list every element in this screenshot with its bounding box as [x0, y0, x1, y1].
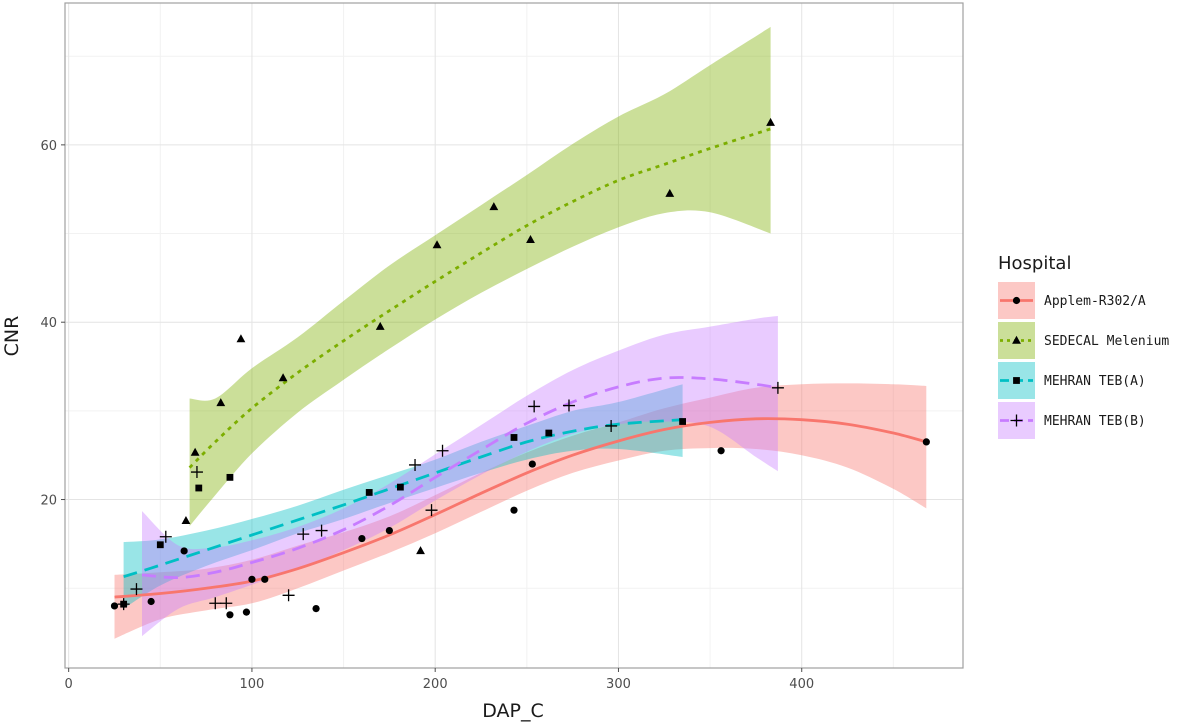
mehran-teb-b-point [605, 419, 618, 432]
mehran-teb-a-point [396, 483, 404, 491]
sedecal-melenium-confidence-band [189, 26, 771, 527]
mehran-teb-b-point [436, 444, 449, 457]
sedecal-melenium-legend-label: SEDECAL Melenium [1044, 334, 1169, 349]
sedecal-melenium-point [665, 188, 675, 197]
sedecal-melenium-point [416, 546, 425, 555]
y-tick-label: 20 [40, 494, 57, 509]
mehran-teb-b-point [282, 589, 295, 602]
mehran-teb-a-point [545, 429, 553, 437]
sedecal-melenium-legend-marker [1012, 335, 1021, 344]
data-points [110, 117, 930, 619]
sedecal-melenium-point [278, 373, 288, 382]
y-tick-label: 40 [40, 316, 57, 331]
mehran-teb-b-point [117, 598, 130, 611]
applem-r302-a-point [717, 447, 725, 455]
mehran-teb-b-point [562, 399, 575, 412]
sedecal-melenium-point [216, 398, 226, 407]
mehran-teb-b-legend-marker [1010, 414, 1023, 427]
mehran-teb-b-point [220, 597, 233, 610]
mehran-teb-b-point [528, 400, 541, 413]
mehran-teb-b-point [209, 597, 222, 610]
mehran-teb-a-point [510, 434, 518, 441]
mehran-teb-a-point [365, 489, 373, 496]
applem-r302-a-point [226, 611, 234, 619]
applem-r302-a-point [510, 506, 518, 514]
sedecal-melenium-point [236, 334, 246, 343]
applem-r302-a-point [147, 597, 155, 606]
mehran-teb-a-point [195, 484, 203, 492]
x-axis-ticks: 0 100 200 300 400 [65, 668, 814, 692]
mehran-teb-b-fit-line [141, 376, 779, 580]
mehran-teb-b-legend-label: MEHRAN TEB(B) [1044, 414, 1146, 429]
x-tick-label: 0 [65, 677, 73, 692]
sedecal-melenium-point [190, 447, 200, 456]
mehran-teb-a-legend-label: MEHRAN TEB(A) [1044, 374, 1146, 389]
mehran-teb-b-point [159, 530, 172, 543]
sedecal-melenium-point [375, 321, 385, 330]
plot-panel-border [64, 2, 964, 669]
applem-r302-a-point [261, 575, 269, 583]
x-tick-label: 300 [606, 677, 631, 692]
applem-r302-a-point [312, 604, 320, 613]
x-tick-label: 200 [423, 677, 448, 692]
mehran-teb-a-legend-marker [1013, 377, 1020, 384]
applem-r302-a-legend-marker [1012, 296, 1021, 305]
mehran-teb-b-point [425, 504, 438, 517]
confidence-bands [114, 26, 927, 639]
applem-r302-a-point [922, 438, 930, 446]
sedecal-melenium-point [181, 516, 191, 525]
applem-r302-a-legend-label: Applem-R302/A [1044, 294, 1146, 309]
y-axis-ticks: 20 40 60 [40, 139, 65, 509]
legend: Applem-R302/A SEDECAL Melenium MEHRAN TEB(… [998, 282, 1169, 439]
mehran-teb-b-point [130, 583, 143, 596]
mehran-teb-b-point [771, 381, 784, 394]
mehran-teb-b-point [409, 458, 422, 471]
mehran-teb-b-point [297, 528, 310, 541]
applem-r302-a-confidence-band [114, 383, 927, 639]
applem-r302-a-point [358, 534, 366, 543]
applem-r302-a-point [385, 526, 393, 535]
x-axis-title: DAP_C [482, 700, 544, 722]
applem-r302-a-point [180, 547, 188, 555]
applem-r302-a-point [110, 602, 119, 610]
y-tick-label: 60 [40, 139, 57, 154]
mehran-teb-b-confidence-band [142, 316, 778, 637]
applem-r302-a-point [248, 575, 256, 583]
x-tick-label: 400 [789, 677, 814, 692]
mehran-teb-a-point [226, 473, 234, 481]
applem-r302-a-point [242, 608, 251, 616]
mehran-teb-b-point [315, 524, 328, 537]
mehran-teb-a-fit-line [123, 418, 683, 579]
applem-r302-a-point [528, 460, 536, 468]
sedecal-melenium-point [526, 234, 535, 243]
y-axis-title: CNR [1, 316, 23, 357]
sedecal-melenium-fit-line [188, 127, 772, 469]
mehran-teb-a-point [156, 541, 164, 549]
x-tick-label: 100 [240, 677, 265, 692]
sedecal-melenium-point [432, 240, 442, 249]
mehran-teb-b-point [190, 466, 203, 479]
sedecal-melenium-point [766, 117, 775, 126]
legend-title: Hospital [998, 253, 1071, 274]
mehran-teb-a-point [679, 418, 687, 425]
sedecal-melenium-point [489, 202, 499, 211]
